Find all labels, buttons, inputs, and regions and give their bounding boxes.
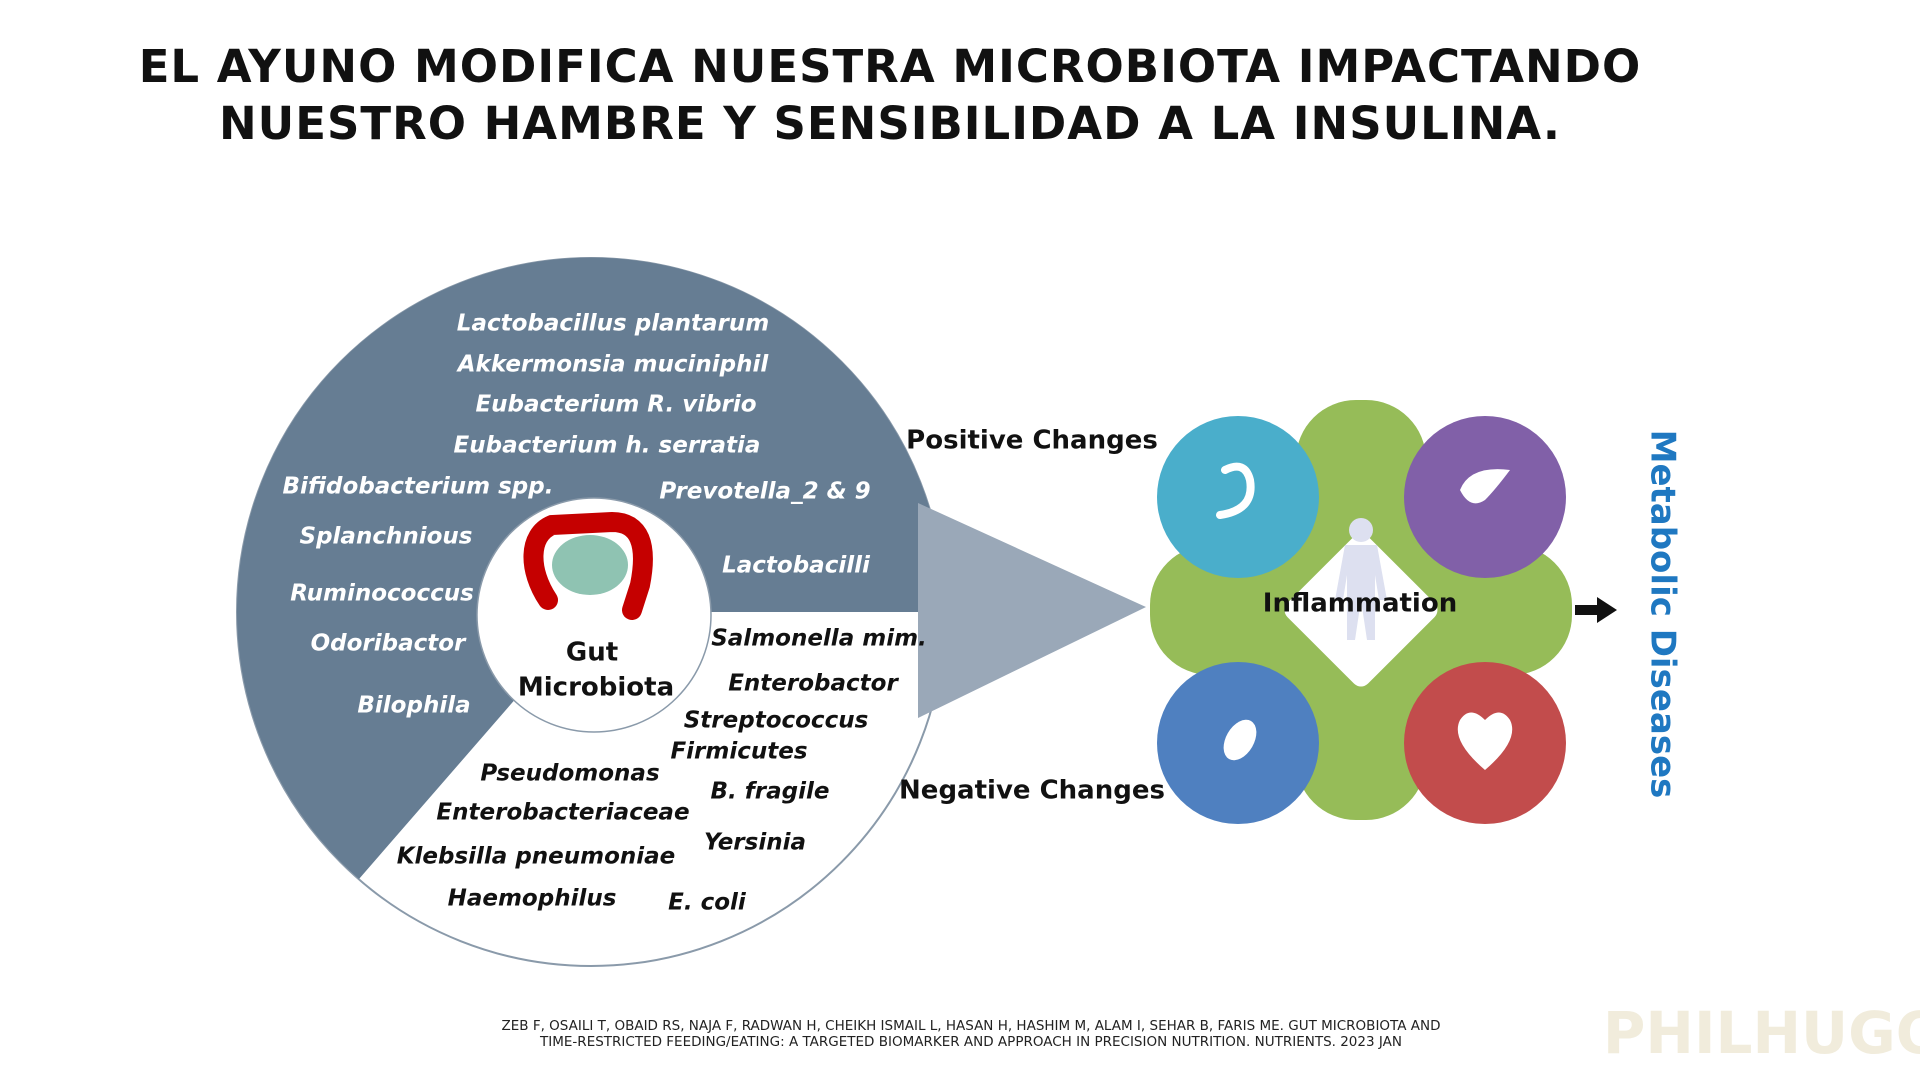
- positive-bacterium: Bifidobacterium spp.: [283, 474, 554, 500]
- positive-label: Positive Changes: [906, 426, 1158, 456]
- center-label: Gut: [566, 638, 618, 668]
- title-line: EL AYUNO MODIFICA NUESTRA MICROBIOTA IMP…: [139, 40, 1642, 93]
- positive-bacterium: Eubacterium R. vibrio: [475, 392, 756, 418]
- gut-icon: [523, 511, 653, 620]
- negative-bacterium: Yersinia: [704, 830, 806, 856]
- negative-label: Negative Changes: [899, 776, 1165, 806]
- negative-bacterium: B. fragile: [711, 779, 830, 805]
- positive-bacterium: Lactobacillus plantarum: [457, 311, 769, 337]
- positive-bacterium: Bilophila: [357, 693, 470, 719]
- negative-bacterium: Streptococcus: [684, 708, 869, 734]
- outcome-label: Metabolic Diseases: [1643, 430, 1683, 799]
- positive-bacterium: Eubacterium h. serratia: [454, 433, 761, 459]
- positive-bacterium: Odoribactor: [311, 631, 467, 657]
- negative-bacterium: Salmonella mim.: [711, 626, 927, 652]
- negative-bacterium: Pseudomonas: [480, 761, 659, 787]
- negative-bacterium: Haemophilus: [448, 886, 617, 912]
- negative-bacterium: E. coli: [668, 890, 747, 916]
- positive-bacterium: Lactobacilli: [722, 553, 871, 579]
- negative-bacterium: Firmicutes: [670, 739, 807, 765]
- pointer: [918, 503, 1146, 718]
- inflammation-graphic: [1150, 400, 1617, 824]
- citation-line: ZEB F, OSAILI T, OBAID RS, NAJA F, RADWA…: [501, 1018, 1440, 1034]
- positive-bacterium: Ruminococcus: [290, 581, 474, 607]
- positive-bacterium: Akkermonsia muciniphil: [456, 352, 770, 378]
- positive-bacterium: Prevotella_2 & 9: [659, 479, 870, 505]
- title-line: NUESTRO HAMBRE Y SENSIBILIDAD A LA INSUL…: [219, 97, 1561, 150]
- inflammation-label: Inflammation: [1263, 589, 1457, 619]
- citation-line: TIME-RESTRICTED FEEDING/EATING: A TARGET…: [539, 1034, 1402, 1050]
- positive-bacterium: Splanchnious: [300, 524, 473, 550]
- watermark: PHILHUGO: [1603, 999, 1920, 1067]
- negative-bacterium: Klebsilla pneumoniae: [397, 844, 676, 870]
- negative-bacterium: Enterobactor: [728, 671, 899, 697]
- negative-bacterium: Enterobacteriaceae: [436, 800, 689, 826]
- center-label: Microbiota: [518, 673, 674, 703]
